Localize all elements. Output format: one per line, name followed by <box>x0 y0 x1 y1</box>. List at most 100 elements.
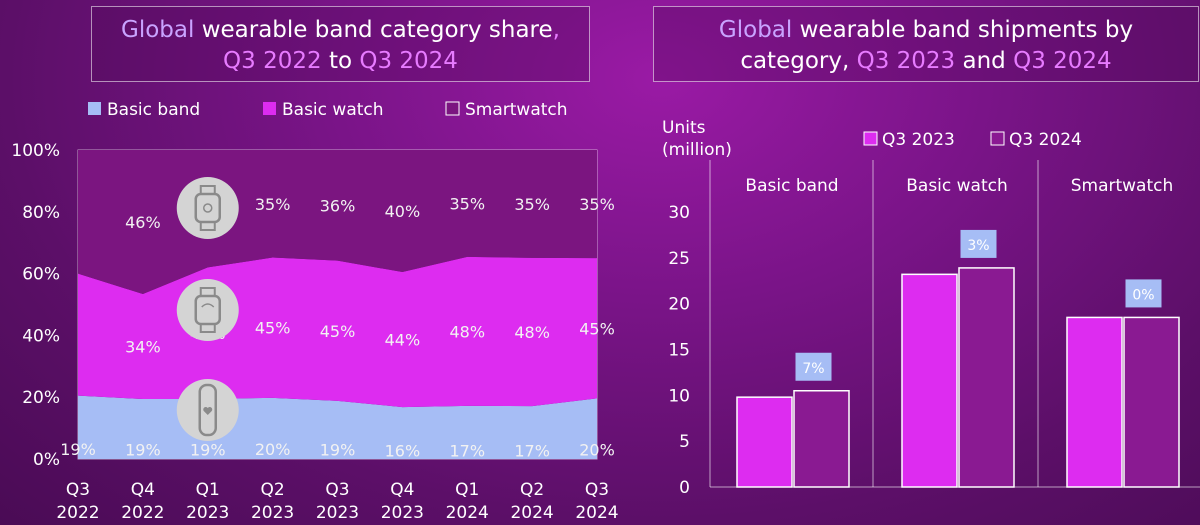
data-label: 44% <box>385 331 421 350</box>
category-label: Basic watch <box>906 176 1008 196</box>
data-label: 35% <box>514 195 550 214</box>
data-label: 19% <box>320 441 356 460</box>
x-tick-label: Q2 <box>261 480 285 500</box>
y-tick-label: 100% <box>11 141 60 161</box>
legend-swatch-basic-band <box>88 102 101 115</box>
data-label: 48% <box>514 323 550 342</box>
wifi-icon <box>201 303 215 308</box>
x-tick-label: 2024 <box>575 503 618 523</box>
y-tick-label: 40% <box>22 326 60 346</box>
y-axis-label: (million) <box>662 140 732 160</box>
x-tick-label: 2024 <box>446 503 489 523</box>
title-right-part2: wearable band shipments by <box>792 17 1134 43</box>
data-label: 48% <box>449 322 485 341</box>
data-label: 34% <box>125 338 161 357</box>
x-tick-label: Q4 <box>131 480 155 500</box>
bar-q3-2024-basic-band <box>793 390 850 488</box>
x-tick-label: Q1 <box>455 480 479 500</box>
title-left-part3: , <box>552 17 560 43</box>
y-tick-label: 20% <box>22 388 60 408</box>
title-left-part4: Q3 2022 <box>223 48 322 74</box>
legend-label: Q3 2023 <box>882 130 955 150</box>
y-tick-label: 25 <box>668 249 690 269</box>
legend-label: Basic watch <box>282 100 384 120</box>
legend-swatch-q3-2023 <box>863 131 878 146</box>
y-tick-label: 5 <box>679 432 690 452</box>
growth-label: 0% <box>1132 287 1154 303</box>
data-label: 45% <box>579 319 615 338</box>
data-label: 35% <box>579 195 615 214</box>
data-label: 45% <box>320 322 356 341</box>
x-tick-label: 2023 <box>186 503 229 523</box>
title-left-part6: Q3 2024 <box>359 48 458 74</box>
x-tick-label: Q2 <box>520 480 544 500</box>
x-tick-label: Q3 <box>325 480 349 500</box>
x-tick-label: 2022 <box>121 503 164 523</box>
legend-swatch-smartwatch <box>445 101 460 116</box>
band-body-icon <box>198 383 217 437</box>
data-label: 19% <box>125 440 161 459</box>
y-tick-label: 80% <box>22 203 60 223</box>
basic-watch-icon <box>176 279 239 341</box>
growth-label-box <box>960 229 997 258</box>
legend-label: Basic band <box>107 100 200 120</box>
y-tick-label: 10 <box>668 386 690 406</box>
title-left-part1: Global <box>121 17 195 43</box>
y-tick-label: 60% <box>22 265 60 285</box>
growth-label: 3% <box>967 238 989 254</box>
bar-q3-2023-basic-band <box>736 396 793 488</box>
data-label: 35% <box>255 195 291 214</box>
heart-icon <box>203 407 213 415</box>
x-tick-label: Q3 <box>585 480 609 500</box>
growth-label-box <box>795 352 832 381</box>
legend-label: Q3 2024 <box>1009 130 1082 150</box>
y-tick-label: 30 <box>668 203 690 223</box>
x-tick-label: 2022 <box>56 503 99 523</box>
data-label: 45% <box>255 319 291 338</box>
basic-watch-strap-icon <box>199 323 216 333</box>
watch-icon <box>176 177 239 239</box>
title-right-part6: Q3 2024 <box>1013 48 1112 74</box>
category-label: Smartwatch <box>1071 176 1174 196</box>
smartwatch-face-icon <box>203 203 213 213</box>
legend-swatch-q3-2024 <box>990 131 1005 146</box>
title-left-part5: to <box>321 48 360 74</box>
bar-q3-2024-smartwatch <box>1123 316 1180 488</box>
title-right-part1: Global <box>718 17 793 43</box>
growth-label: 7% <box>802 361 824 377</box>
title-left-part2: wearable band category share <box>194 17 553 43</box>
x-tick-label: Q3 <box>66 480 90 500</box>
data-label: 17% <box>514 442 550 461</box>
data-label: 20% <box>579 440 615 459</box>
growth-label-box <box>1125 279 1162 308</box>
data-label: 36% <box>320 196 356 215</box>
smartwatch-strap-icon <box>199 221 216 231</box>
right-chart-title: Global wearable band shipments by catego… <box>653 6 1199 82</box>
bar-q3-2023-smartwatch <box>1066 316 1123 488</box>
title-right-part3: category, <box>740 48 857 74</box>
x-tick-label: Q1 <box>196 480 220 500</box>
title-right-part5: and <box>955 48 1014 74</box>
data-label: 16% <box>385 442 421 461</box>
y-tick-label: 0% <box>33 450 60 470</box>
x-tick-label: 2023 <box>381 503 424 523</box>
data-label: 17% <box>449 441 485 460</box>
basic-watch-strap-icon <box>199 287 216 297</box>
data-label: 19% <box>190 440 226 459</box>
left-chart-title: Global wearable band category share, Q3 … <box>91 6 590 82</box>
x-tick-label: Q4 <box>390 480 414 500</box>
smartwatch-strap-icon <box>199 185 216 195</box>
y-tick-label: 20 <box>668 295 690 315</box>
data-label: 40% <box>385 202 421 221</box>
data-label: 46% <box>125 213 161 232</box>
x-tick-label: 2024 <box>510 503 553 523</box>
category-label: Basic band <box>745 176 838 196</box>
x-tick-label: 2023 <box>316 503 359 523</box>
bar-q3-2023-basic-watch <box>901 273 958 488</box>
y-axis-label: Units <box>662 118 706 138</box>
data-label: 20% <box>255 440 291 459</box>
bar-q3-2024-basic-watch <box>958 267 1015 488</box>
data-label: 35% <box>449 194 485 213</box>
legend-swatch-basic-watch <box>263 102 276 115</box>
